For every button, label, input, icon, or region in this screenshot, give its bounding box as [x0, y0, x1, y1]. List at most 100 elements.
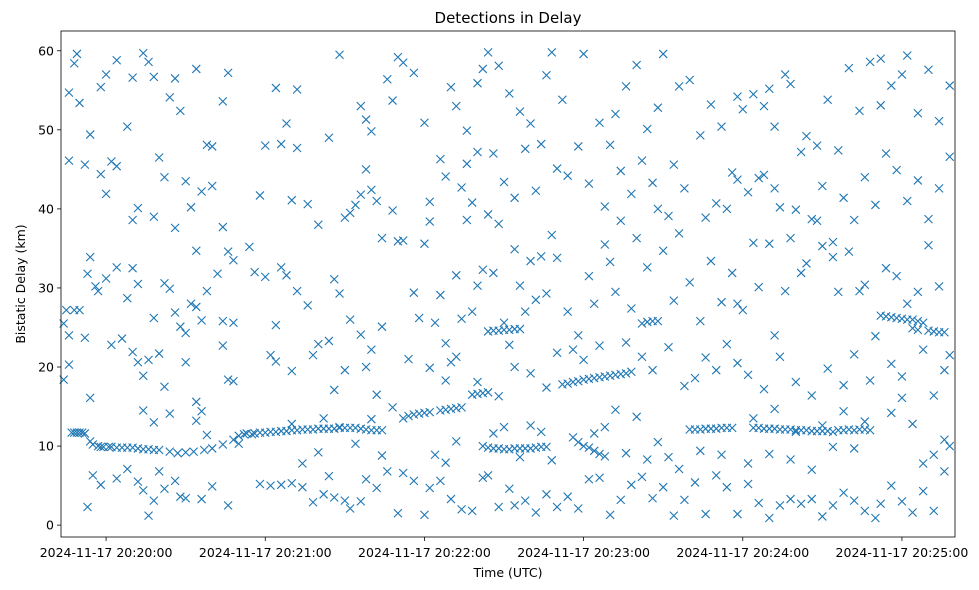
data-point [680, 381, 689, 391]
plot-frame [60, 30, 956, 538]
data-point [229, 255, 238, 265]
data-point [828, 427, 838, 437]
data-point [621, 448, 631, 458]
data-point [701, 509, 711, 519]
data-point [807, 494, 817, 504]
data-point [478, 64, 488, 74]
x-tick-label: 2024-11-17 20:25:00 [836, 545, 969, 560]
data-point [85, 393, 95, 403]
data-point [865, 376, 875, 385]
data-point [420, 510, 429, 520]
data-point [319, 489, 329, 499]
y-tick-label: 0 [46, 518, 54, 533]
data-point [674, 229, 684, 238]
data-point [526, 119, 535, 128]
data-point [218, 341, 228, 351]
data-point [93, 286, 103, 296]
data-point [329, 493, 339, 502]
data-point [292, 286, 302, 296]
data-point [563, 379, 573, 389]
data-point [727, 423, 737, 433]
data-point [573, 437, 583, 447]
data-point [701, 353, 711, 362]
data-point [435, 154, 445, 164]
data-point [600, 202, 610, 211]
data-point [770, 331, 779, 340]
data-point [361, 362, 371, 372]
data-point [489, 268, 498, 278]
data-point [918, 486, 928, 496]
data-point [860, 417, 870, 426]
data-point [717, 297, 726, 307]
data-point [335, 289, 344, 298]
data-point [780, 286, 790, 296]
data-point [584, 179, 594, 188]
data-point [717, 122, 726, 132]
data-point [191, 416, 201, 426]
data-point [849, 444, 859, 453]
data-point [520, 144, 530, 154]
data-point [849, 215, 859, 225]
data-point [876, 54, 886, 64]
data-point [802, 259, 811, 268]
data-point [600, 451, 610, 461]
data-point [356, 497, 366, 506]
data-point [722, 204, 732, 214]
data-point [414, 313, 424, 323]
data-point [441, 338, 451, 348]
data-point [881, 263, 891, 273]
data-point [717, 450, 726, 460]
data-point [181, 176, 191, 186]
data-point [356, 101, 366, 111]
data-point [632, 233, 642, 243]
data-point [520, 496, 530, 506]
data-point [860, 506, 870, 516]
data-point [876, 100, 886, 110]
data-point [409, 288, 419, 298]
data-point [510, 500, 520, 510]
data-point [191, 246, 201, 256]
data-point [632, 412, 642, 422]
data-point [64, 360, 74, 370]
data-point [902, 196, 912, 206]
data-point [361, 474, 371, 484]
data-point [929, 450, 939, 460]
data-point [404, 411, 413, 421]
data-point [75, 98, 84, 108]
data-point [892, 271, 902, 281]
data-point [706, 100, 716, 109]
data-point [335, 50, 344, 60]
data-point [504, 89, 514, 98]
data-point [573, 504, 583, 513]
data-point [197, 406, 206, 416]
data-point [361, 115, 371, 124]
data-point [250, 267, 260, 277]
data-point [478, 441, 488, 451]
data-point [738, 305, 748, 315]
data-point [807, 465, 817, 475]
data-point [918, 345, 928, 355]
data-point [61, 305, 71, 315]
data-point [340, 496, 350, 506]
data-point [112, 161, 122, 171]
data-point [626, 480, 636, 490]
data-point [886, 481, 896, 490]
data-point [754, 282, 764, 292]
data-point [393, 508, 403, 518]
data-point [77, 428, 87, 438]
data-point [653, 103, 663, 113]
data-point [945, 441, 955, 451]
data-point [207, 142, 217, 151]
data-point [595, 118, 604, 128]
data-point [144, 57, 153, 67]
data-point [478, 265, 488, 275]
data-point [733, 175, 742, 185]
data-point [897, 393, 907, 403]
data-point [839, 488, 848, 498]
data-point [457, 504, 466, 514]
data-point [489, 149, 498, 158]
x-axis-label: Time (UTC) [472, 565, 542, 580]
data-point [489, 429, 498, 438]
data-point [467, 198, 477, 207]
